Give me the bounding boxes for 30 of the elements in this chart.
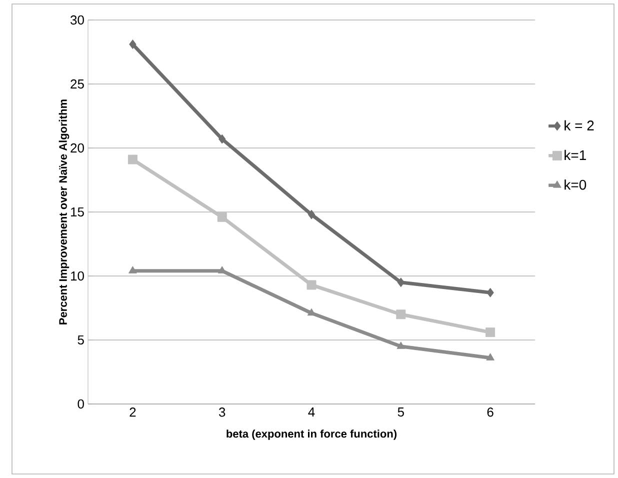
y-tick-label: 20 (70, 143, 84, 153)
x-tick-label: 4 (308, 408, 315, 416)
y-tick-label: 30 (70, 15, 84, 25)
point (396, 342, 406, 349)
point (218, 134, 226, 144)
y-tick-label: 10 (71, 271, 84, 281)
y-tick-label: 0 (78, 399, 84, 409)
x-tick-label: 3 (218, 408, 226, 417)
point (486, 288, 494, 298)
legend-label: k=0 (564, 179, 586, 190)
point (306, 280, 316, 290)
legend-label: k=1 (564, 150, 586, 160)
point (308, 210, 316, 220)
x-tick-label: 6 (487, 408, 494, 417)
point (486, 328, 496, 338)
point (128, 154, 138, 164)
point (397, 278, 405, 288)
y-axis-title: Percent Improvement over Naïve Algorithm (58, 100, 70, 324)
point (486, 353, 494, 360)
point (396, 310, 406, 320)
x-tick-label: 5 (398, 408, 404, 417)
point (129, 40, 136, 50)
point (217, 212, 227, 222)
y-tick-label: 15 (71, 207, 84, 217)
x-tick-label: 2 (130, 408, 136, 417)
x-axis-title: beta (exponent in force function) (226, 430, 397, 440)
legend-label: k = 2 (564, 120, 594, 130)
y-tick-label: 5 (78, 335, 84, 345)
point (128, 266, 137, 274)
y-tick-label: 25 (70, 79, 84, 89)
